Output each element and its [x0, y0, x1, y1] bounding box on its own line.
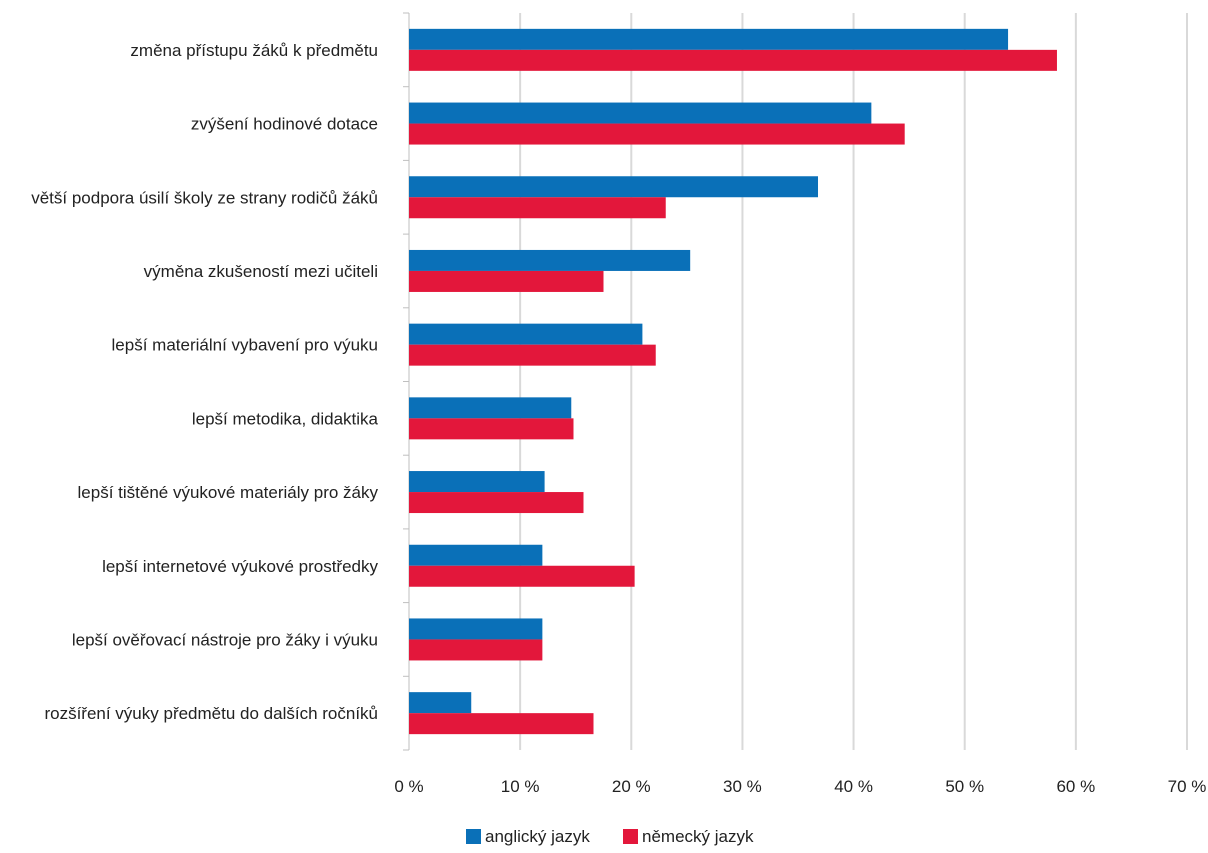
x-tick-label: 0 %: [394, 777, 423, 796]
category-label: rozšíření výuky předmětu do dalších ročn…: [44, 704, 378, 723]
bar-anglicky-8: [409, 544, 543, 566]
category-labels: změna přístupu žáků k předmětu zvýšení ho…: [31, 41, 378, 723]
category-label: lepší internetové výukové prostředky: [102, 557, 378, 576]
bar-nemecky-6: [409, 418, 574, 440]
bar-anglicky-5: [409, 323, 643, 345]
legend-swatch-nemecky: [623, 829, 638, 844]
bar-anglicky-9: [409, 618, 543, 640]
legend-swatch-anglicky: [466, 829, 481, 844]
bar-nemecky-5: [409, 344, 656, 366]
bar-nemecky-3: [409, 197, 666, 219]
x-tick-label: 40 %: [834, 777, 873, 796]
category-label: lepší metodika, didaktika: [192, 409, 379, 428]
category-label: větší podpora úsilí školy ze strany rodi…: [31, 188, 378, 207]
category-label: zvýšení hodinové dotace: [191, 115, 378, 134]
bar-anglicky-3: [409, 176, 819, 198]
category-label: výměna zkušeností mezi učiteli: [144, 262, 378, 281]
bar-anglicky-4: [409, 249, 691, 271]
category-label: lepší materiální vybavení pro výuku: [112, 336, 378, 355]
x-tick-label: 70 %: [1168, 777, 1207, 796]
bar-anglicky-1: [409, 28, 1009, 50]
bar-anglicky-2: [409, 102, 872, 124]
legend: anglický jazyk německý jazyk: [466, 827, 754, 846]
x-tick-label: 10 %: [501, 777, 540, 796]
bar-nemecky-4: [409, 270, 604, 292]
legend-label-anglicky: anglický jazyk: [485, 827, 590, 846]
category-label: změna přístupu žáků k předmětu: [130, 41, 378, 60]
bar-nemecky-8: [409, 565, 635, 587]
bar-nemecky-7: [409, 492, 584, 514]
bar-anglicky-7: [409, 471, 545, 493]
category-axis: [403, 12, 410, 751]
x-tick-label: 50 %: [945, 777, 984, 796]
legend-label-nemecky: německý jazyk: [642, 827, 754, 846]
x-tick-label: 60 %: [1056, 777, 1095, 796]
bar-anglicky-6: [409, 397, 572, 419]
x-tick-label: 20 %: [612, 777, 651, 796]
bar-anglicky-10: [409, 692, 472, 714]
bar-nemecky-1: [409, 49, 1057, 71]
category-label: lepší tištěné výukové materiály pro žáky: [78, 483, 379, 502]
bars: [409, 28, 1057, 735]
x-tick-label: 30 %: [723, 777, 762, 796]
bar-nemecky-9: [409, 639, 543, 661]
category-label: lepší ověřovací nástroje pro žáky i výuk…: [72, 630, 378, 649]
tick-labels: 0 % 10 % 20 % 30 % 40 % 50 % 60 % 70 %: [394, 777, 1206, 796]
bar-nemecky-10: [409, 713, 594, 735]
bar-nemecky-2: [409, 123, 905, 145]
